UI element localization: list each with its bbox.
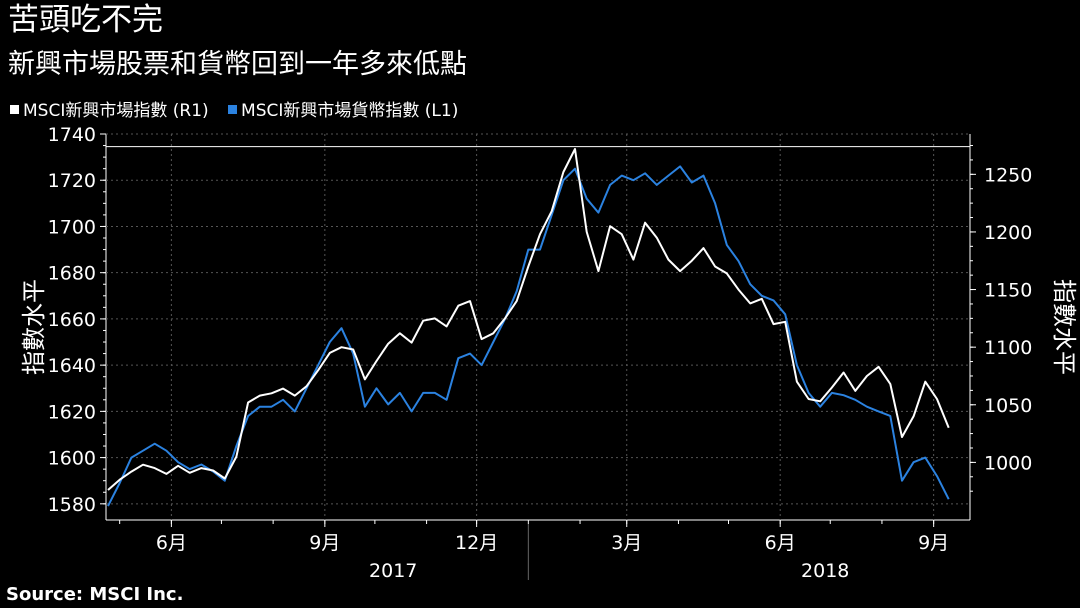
series-line-msci-em-index bbox=[107, 148, 950, 491]
right-axis-title: 指數水平 bbox=[1050, 279, 1078, 375]
legend-label-blue: MSCI新興市場貨幣指數 (L1) bbox=[241, 101, 459, 121]
right-tick-label: 1250 bbox=[984, 164, 1032, 186]
legend-item-white: MSCI新興市場指數 (R1) bbox=[10, 100, 209, 122]
legend-item-blue: MSCI新興市場貨幣指數 (L1) bbox=[228, 100, 458, 122]
source-note: Source: MSCI Inc. bbox=[6, 584, 184, 605]
x-year-label: 2017 bbox=[369, 560, 417, 582]
x-tick-label: 6月 bbox=[156, 532, 187, 554]
right-tick-label: 1000 bbox=[984, 452, 1032, 474]
left-tick-label: 1580 bbox=[48, 494, 96, 516]
left-tick-label: 1720 bbox=[48, 170, 96, 192]
x-year-label: 2018 bbox=[801, 560, 849, 582]
chart-subtitle: 新興市場股票和貨幣回到一年多來低點 bbox=[8, 49, 467, 80]
legend-label-white: MSCI新興市場指數 (R1) bbox=[23, 101, 209, 121]
x-tick-label: 9月 bbox=[309, 532, 340, 554]
left-axis-title: 指數水平 bbox=[20, 279, 48, 375]
legend-swatch-white bbox=[10, 104, 19, 114]
left-tick-label: 1700 bbox=[48, 216, 96, 238]
left-tick-label: 1660 bbox=[48, 309, 96, 331]
chart-title: 苦頭吃不完 bbox=[8, 2, 163, 38]
x-tick-label: 9月 bbox=[918, 532, 949, 554]
right-tick-label: 1150 bbox=[984, 280, 1032, 302]
legend: MSCI新興市場指數 (R1) MSCI新興市場貨幣指數 (L1) bbox=[10, 100, 472, 122]
right-tick-label: 1050 bbox=[984, 395, 1032, 417]
x-tick-label: 12月 bbox=[455, 532, 498, 554]
left-tick-label: 1620 bbox=[48, 401, 96, 423]
x-tick-label: 6月 bbox=[765, 532, 796, 554]
right-tick-label: 1100 bbox=[984, 337, 1032, 359]
right-tick-label: 1200 bbox=[984, 222, 1032, 244]
left-tick-label: 1600 bbox=[48, 448, 96, 470]
left-tick-label: 1640 bbox=[48, 355, 96, 377]
left-tick-label: 1680 bbox=[48, 263, 96, 285]
x-tick-label: 3月 bbox=[611, 532, 642, 554]
legend-swatch-blue bbox=[228, 104, 238, 114]
left-tick-label: 1740 bbox=[48, 124, 96, 146]
series-line-msci-em-currency-index bbox=[107, 165, 950, 507]
